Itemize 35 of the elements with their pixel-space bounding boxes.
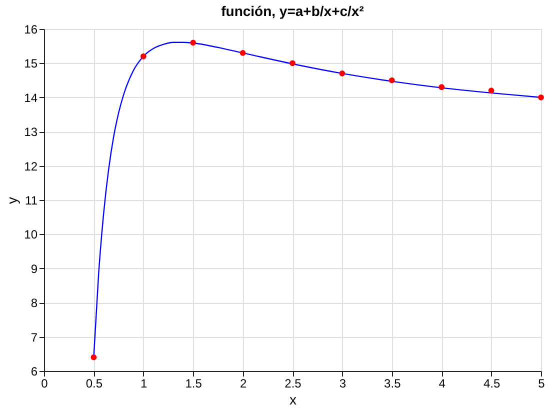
y-tick-label: 16 bbox=[24, 22, 38, 36]
y-tick-label: 8 bbox=[30, 296, 38, 310]
chart-title: función, y=a+b/x+c/x² bbox=[221, 3, 364, 19]
x-tick-label: 3 bbox=[339, 376, 346, 390]
x-tick-label: 3.5 bbox=[384, 376, 402, 390]
x-tick-label: 2.5 bbox=[284, 376, 302, 390]
point bbox=[240, 50, 246, 56]
x-tick-label: 0 bbox=[41, 376, 48, 390]
y-tick-label: 12 bbox=[24, 159, 38, 174]
x-tick-label: 2 bbox=[240, 376, 247, 390]
y-tick-label: 13 bbox=[24, 125, 38, 140]
x-tick-label: 1.5 bbox=[185, 376, 202, 390]
y-tick-label: 6 bbox=[30, 364, 38, 378]
x-tick-label: 4.5 bbox=[483, 376, 500, 390]
y-axis-title: y bbox=[4, 197, 20, 204]
point bbox=[290, 60, 296, 66]
y-tick-label: 9 bbox=[30, 262, 38, 276]
y-tick-label: 15 bbox=[24, 56, 38, 71]
point bbox=[90, 354, 97, 360]
y-tick-label: 14 bbox=[24, 90, 38, 105]
point bbox=[388, 77, 395, 84]
x-tick-label: 1 bbox=[140, 376, 148, 390]
x-tick-label: 4 bbox=[438, 376, 446, 390]
point bbox=[538, 94, 544, 100]
y-tick-label: 11 bbox=[25, 194, 38, 208]
point bbox=[140, 53, 146, 60]
x-tick-label: 0.5 bbox=[86, 376, 103, 390]
x-tick-label: 5 bbox=[538, 376, 546, 390]
point bbox=[438, 84, 445, 90]
point bbox=[339, 70, 346, 76]
x-axis-title: x bbox=[290, 392, 296, 408]
point bbox=[488, 88, 494, 94]
point bbox=[190, 40, 196, 46]
y-tick-label: 10 bbox=[24, 228, 38, 242]
y-tick-label: 7 bbox=[30, 330, 38, 344]
